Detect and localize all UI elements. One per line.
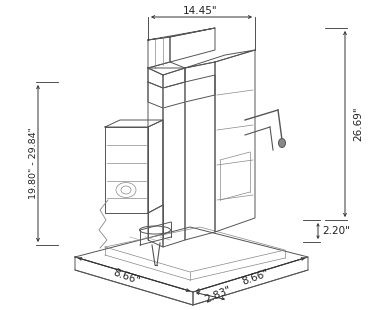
Text: 14.45": 14.45" xyxy=(183,6,217,16)
Text: 2.83": 2.83" xyxy=(203,285,233,305)
Ellipse shape xyxy=(279,139,285,148)
Text: 26.69": 26.69" xyxy=(353,107,363,141)
Text: 19.80" - 29.84": 19.80" - 29.84" xyxy=(30,127,38,199)
Text: 2.20": 2.20" xyxy=(322,226,350,236)
Text: 8.66": 8.66" xyxy=(240,268,270,286)
Text: 8.66": 8.66" xyxy=(111,268,141,286)
